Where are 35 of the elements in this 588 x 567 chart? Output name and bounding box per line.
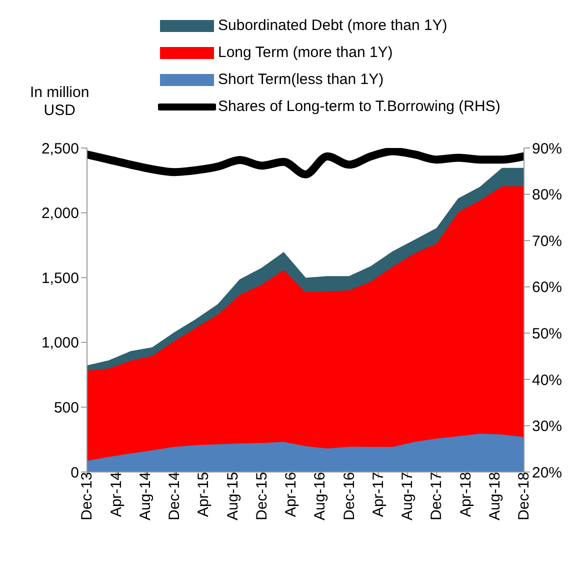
x-tick-label: Apr-16 [282,472,300,518]
x-tick-label: Dec-18 [516,472,533,520]
y2-tick-label: 50% [532,325,562,342]
x-tick-label: Aug-15 [224,472,242,520]
x-tick-label: Aug-14 [136,472,154,520]
y-tick-label: 1,000 [41,334,79,352]
legend-label: Short Term(less than 1Y) [218,71,384,88]
y-axis-title: In million USD [30,84,90,120]
y2-tick-label: 80% [532,186,562,204]
x-tick-label: Apr-14 [108,472,125,518]
x-tick-label: Apr-17 [370,472,387,518]
y-tick-label: 2,000 [41,205,79,222]
y-tick-label: 2,500 [41,140,79,158]
y-tick-label: 0 [70,464,79,482]
y2-tick-label: 60% [532,279,562,296]
y2-tick-label: 40% [532,372,562,389]
y-tick-label: 1,500 [41,270,79,287]
y2-tick-label: 30% [532,418,562,436]
x-tick-label: Dec-16 [340,472,358,520]
x-tick-label: Dec-13 [78,472,96,520]
x-tick-label: Dec-17 [428,472,446,520]
legend-label: Subordinated Debt (more than 1Y) [218,17,448,34]
y-tick-label: 500 [54,400,79,417]
x-tick-label: Aug-18 [486,472,504,520]
x-tick-label: Apr-18 [457,472,474,518]
x-tick-label: Dec-15 [253,472,270,520]
y2-tick-label: 70% [532,232,562,250]
legend-label: Shares of Long-term to T.Borrowing (RHS) [218,98,500,115]
x-tick-label: Aug-16 [312,472,329,520]
y2-tick-label: 90% [532,140,562,158]
x-tick-label: Dec-14 [166,472,184,520]
x-tick-label: Aug-17 [399,472,416,520]
x-tick-label: Apr-15 [195,472,212,518]
legend-label: Long Term (more than 1Y) [218,44,393,61]
y2-tick-label: 20% [532,464,562,482]
